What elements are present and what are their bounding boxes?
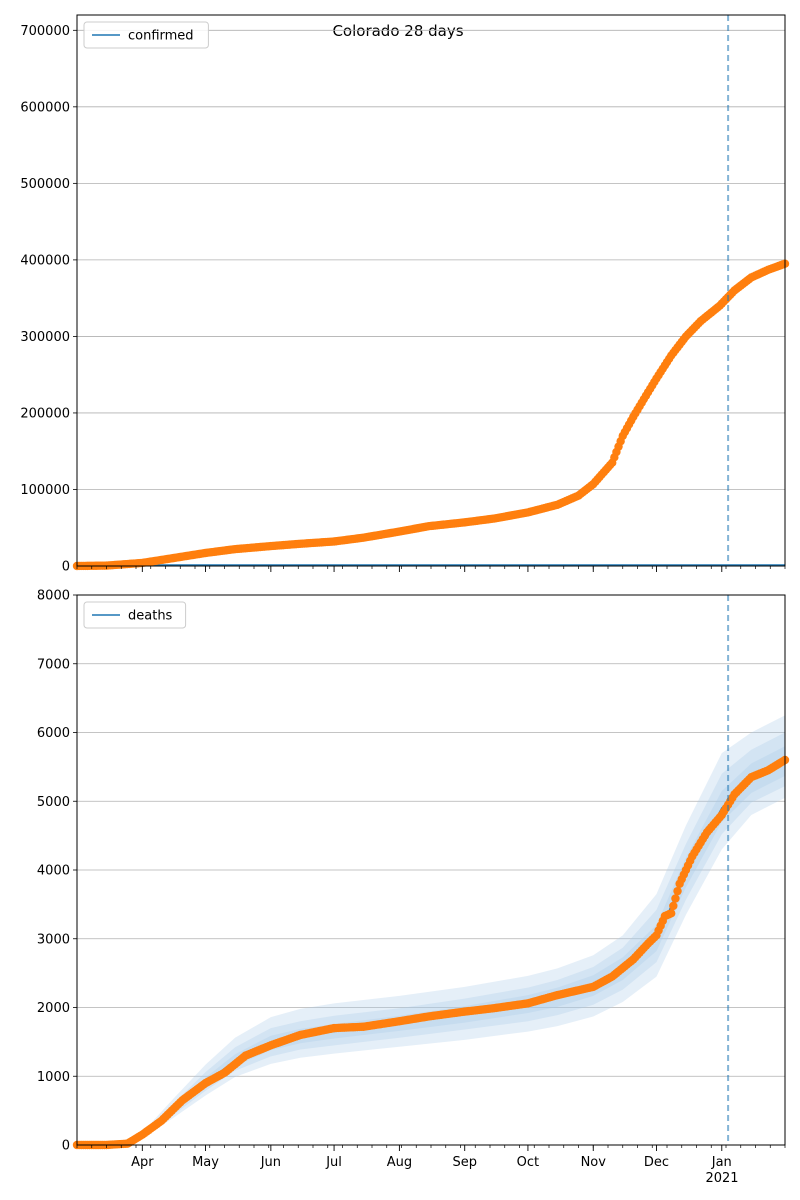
legend-label: deaths: [128, 609, 173, 624]
x-tick-label: Nov: [581, 1155, 607, 1170]
x-tick-label-year: 2021: [705, 1171, 738, 1186]
legend-label: confirmed: [128, 29, 194, 44]
y-tick-label: 600000: [20, 100, 70, 115]
confidence-band: [77, 746, 785, 1145]
model-line: [76, 762, 786, 1146]
y-tick-label: 0: [62, 560, 70, 575]
y-tick-label: 500000: [20, 177, 70, 192]
x-tick-label: Jan: [711, 1155, 732, 1170]
y-tick-label: 3000: [37, 932, 70, 947]
data-point: [671, 894, 680, 903]
data-point: [669, 901, 678, 911]
x-tick-label: Jun: [260, 1155, 281, 1170]
y-tick-label: 200000: [20, 406, 70, 421]
plot-frame: [76, 14, 786, 567]
y-tick-label: 300000: [20, 330, 70, 345]
x-tick-label: Oct: [517, 1155, 539, 1170]
confidence-band: [77, 715, 785, 1145]
data-point: [673, 886, 682, 896]
x-tick-label: Jul: [325, 1155, 342, 1170]
deaths-panel: 0 1000 2000 3000 4000 5000 6000 7000 8000 deaths: [37, 589, 790, 1154]
y-tick-label: 100000: [20, 483, 70, 498]
y-tick-label: 1000: [37, 1070, 70, 1085]
confidence-band: [77, 732, 785, 1145]
x-tick-label: Aug: [387, 1155, 412, 1170]
legend-box: [83, 601, 187, 629]
y-tick-label: 7000: [37, 657, 70, 672]
x-axis: Apr May Jun Jul Aug Sep Oct Nov Dec Jan: [131, 566, 732, 1170]
y-tick-label: 400000: [20, 253, 70, 268]
y-tick-label: 8000: [37, 589, 70, 604]
legend-box: [83, 21, 209, 49]
x-tick-label: Dec: [644, 1155, 669, 1170]
y-tick-label: 6000: [37, 726, 70, 741]
legend: deaths: [83, 601, 187, 629]
x-tick-label: May: [192, 1155, 219, 1170]
y-tick-label: 5000: [37, 795, 70, 810]
y-tick-label: 2000: [37, 1001, 70, 1016]
y-tick-label: 0: [62, 1139, 70, 1154]
y-tick-label: 700000: [20, 24, 70, 39]
figure-title: Colorado 28 days: [332, 22, 463, 40]
y-tick-label: 4000: [37, 864, 70, 879]
legend: confirmed: [83, 21, 209, 49]
x-tick-label: Apr: [131, 1155, 154, 1170]
x-tick-label: Sep: [452, 1155, 477, 1170]
confirmed-panel: 0 100000 200000 300000 400000 500000 600000 700…: [20, 14, 790, 575]
data-point: [667, 909, 676, 918]
